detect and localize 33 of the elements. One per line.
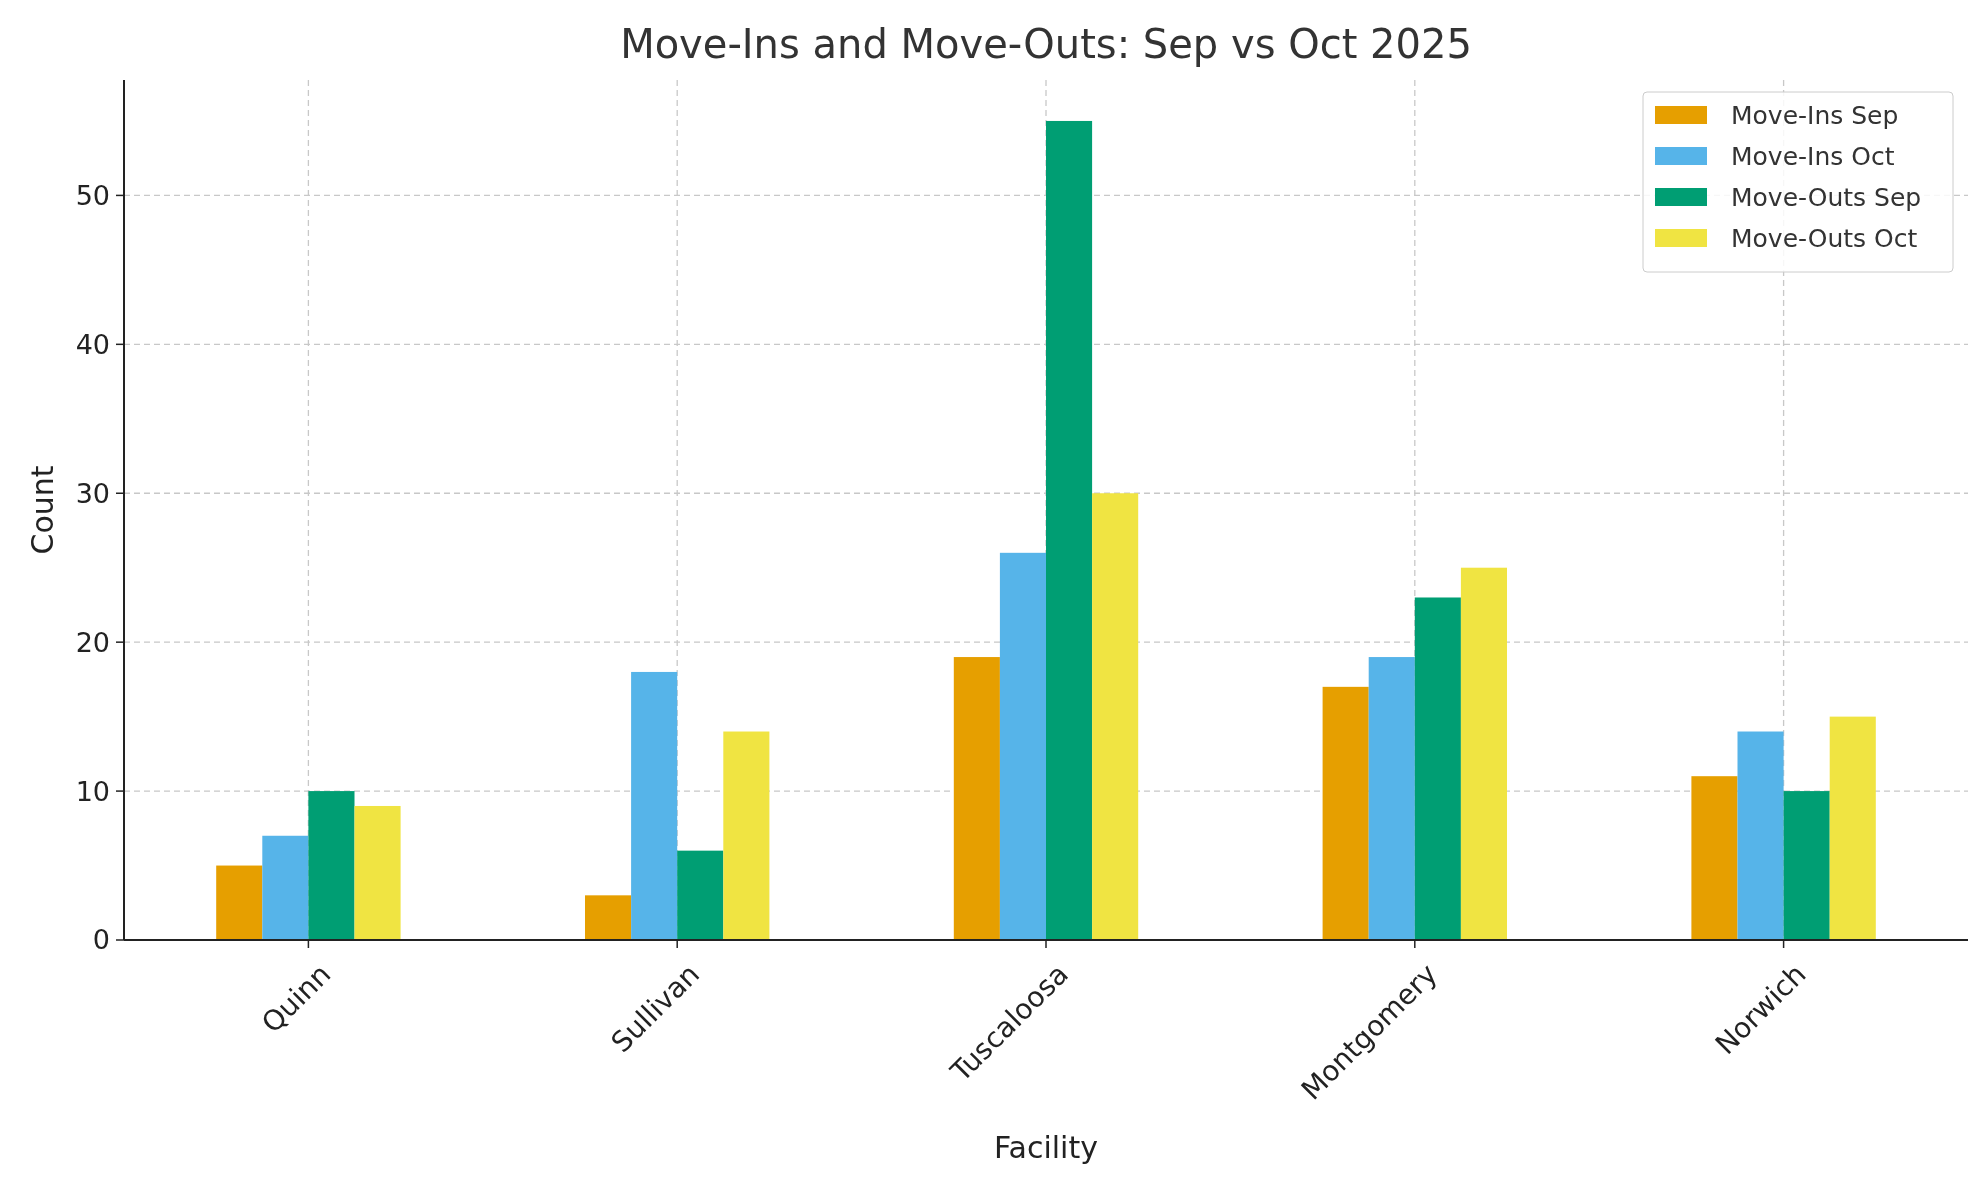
x-axis-title: Facility <box>994 1130 1098 1165</box>
chart-title: Move-Ins and Move-Outs: Sep vs Oct 2025 <box>620 21 1472 67</box>
bar <box>216 865 263 940</box>
y-tick-label: 50 <box>75 179 110 211</box>
bar <box>723 731 770 940</box>
y-tick-label: 40 <box>75 328 110 360</box>
bar <box>999 552 1046 940</box>
bar <box>1691 776 1738 940</box>
bar <box>1460 567 1507 940</box>
legend-label: Move-Ins Sep <box>1731 100 1899 130</box>
bar <box>1783 791 1830 940</box>
bar <box>308 791 355 940</box>
legend-label: Move-Outs Sep <box>1731 182 1922 212</box>
bar <box>1414 597 1461 940</box>
bar <box>262 835 309 940</box>
bar <box>1046 120 1093 940</box>
legend-label: Move-Ins Oct <box>1731 141 1895 171</box>
bar <box>1092 493 1139 940</box>
y-tick-label: 10 <box>75 775 110 807</box>
bar <box>354 805 401 940</box>
y-tick-label: 0 <box>92 924 110 956</box>
bar <box>1829 716 1876 940</box>
bar <box>1737 731 1784 940</box>
bar <box>677 850 724 940</box>
bar <box>953 657 1000 940</box>
bar <box>631 671 678 940</box>
bar <box>585 895 632 940</box>
bar <box>1322 686 1369 940</box>
y-tick-label: 30 <box>75 477 110 509</box>
legend-label: Move-Outs Oct <box>1731 223 1918 253</box>
y-axis-title: Count <box>25 465 60 555</box>
y-tick-label: 20 <box>75 626 110 658</box>
bar <box>1368 657 1415 940</box>
